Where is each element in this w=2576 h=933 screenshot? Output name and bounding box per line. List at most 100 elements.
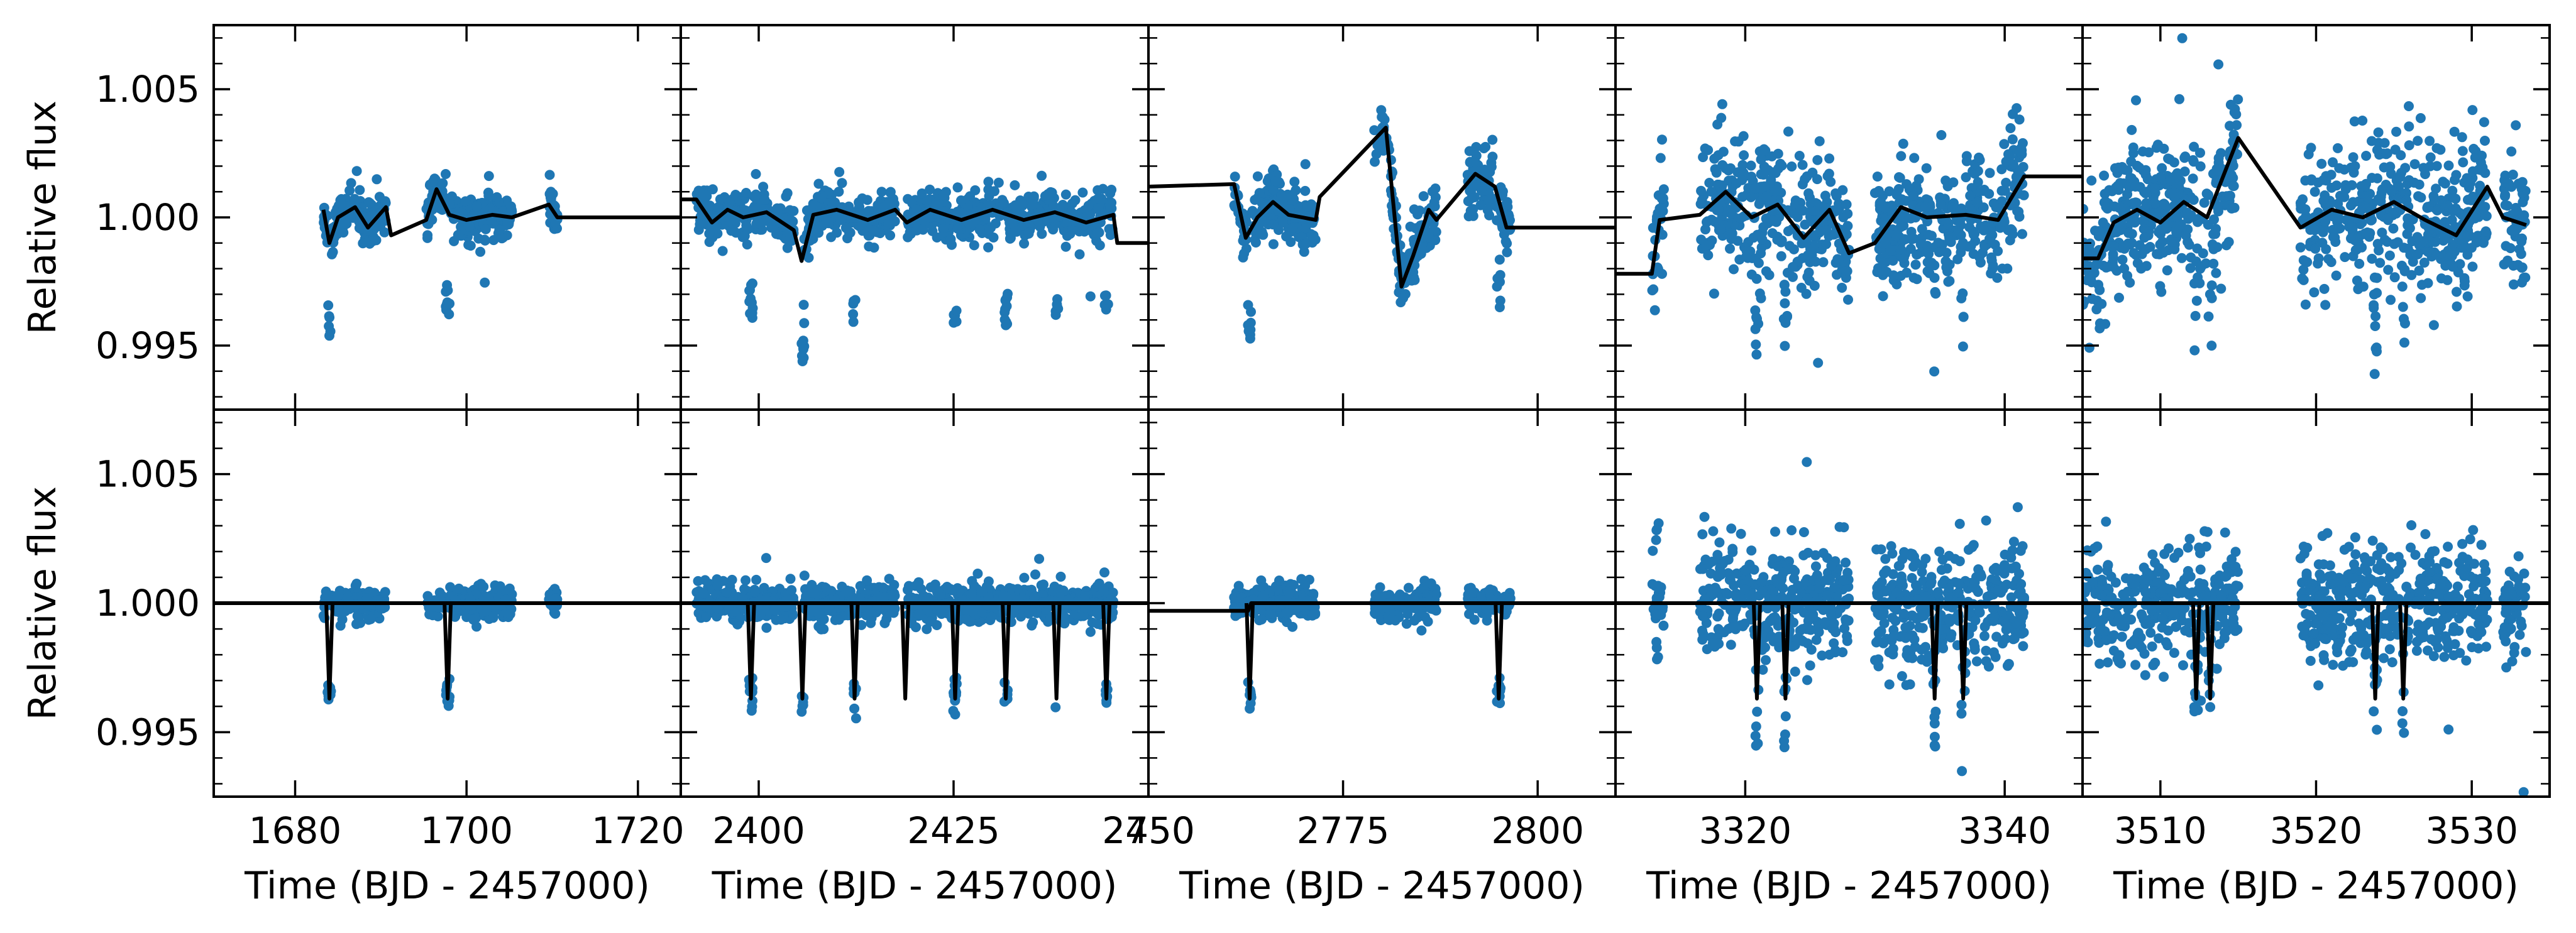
panel-r1-c4 bbox=[1614, 24, 2084, 411]
data-point bbox=[1894, 172, 1904, 182]
data-point bbox=[1800, 219, 1810, 230]
data-point bbox=[1030, 569, 1040, 580]
data-point bbox=[984, 191, 994, 202]
data-point bbox=[1803, 250, 1814, 261]
data-point bbox=[1978, 248, 1988, 258]
data-point bbox=[1786, 525, 1797, 535]
data-point bbox=[1736, 213, 1746, 224]
data-point bbox=[930, 579, 940, 590]
data-point bbox=[1768, 613, 1779, 623]
data-point bbox=[998, 591, 1009, 601]
plot-area bbox=[214, 579, 681, 711]
data-point bbox=[1841, 199, 1852, 210]
data-point bbox=[1941, 248, 1952, 258]
data-point bbox=[1651, 535, 1661, 545]
data-point bbox=[964, 218, 974, 229]
data-point bbox=[1838, 575, 1849, 586]
data-point bbox=[1947, 202, 1958, 213]
data-point bbox=[1471, 150, 1482, 161]
data-point bbox=[827, 200, 838, 210]
data-point bbox=[1837, 647, 1848, 658]
data-point bbox=[460, 196, 471, 207]
data-point bbox=[1495, 295, 1505, 306]
data-point bbox=[1081, 603, 1091, 613]
data-point bbox=[884, 198, 894, 209]
data-point bbox=[453, 229, 463, 240]
data-point bbox=[796, 706, 807, 717]
data-point bbox=[1729, 264, 1739, 275]
data-point bbox=[368, 236, 378, 246]
data-point bbox=[1878, 291, 1888, 302]
data-point bbox=[1258, 229, 1269, 240]
data-point bbox=[1106, 185, 1117, 195]
data-point bbox=[1403, 582, 1414, 593]
transit-dip bbox=[900, 603, 911, 701]
data-point bbox=[443, 701, 454, 711]
data-point bbox=[713, 603, 724, 614]
data-point bbox=[961, 614, 971, 625]
data-point bbox=[1504, 593, 1515, 604]
data-point bbox=[755, 609, 766, 619]
data-point bbox=[1714, 537, 1725, 548]
data-point bbox=[1650, 609, 1661, 619]
data-point bbox=[1010, 200, 1021, 210]
data-point bbox=[1902, 268, 1912, 278]
data-point bbox=[2017, 229, 2027, 239]
data-point bbox=[1712, 119, 1723, 130]
data-point bbox=[1055, 571, 1066, 582]
data-point bbox=[1099, 567, 1109, 578]
data-point bbox=[1274, 576, 1284, 586]
data-point bbox=[1727, 614, 1738, 625]
data-point bbox=[1924, 229, 1934, 240]
data-point bbox=[492, 192, 502, 202]
transit-dip bbox=[443, 603, 453, 701]
data-point bbox=[1842, 266, 1852, 276]
data-point bbox=[1060, 241, 1071, 252]
data-point bbox=[1944, 234, 1955, 244]
data-point bbox=[1920, 202, 1930, 212]
transit-dip bbox=[849, 603, 860, 701]
data-point bbox=[1028, 617, 1038, 628]
data-point bbox=[1929, 366, 1940, 377]
data-point bbox=[1788, 262, 1798, 272]
data-point bbox=[1077, 187, 1088, 198]
data-point bbox=[797, 356, 808, 366]
data-point bbox=[1744, 577, 1754, 587]
data-point bbox=[1943, 219, 1954, 230]
data-point bbox=[824, 603, 835, 613]
data-point bbox=[1494, 254, 1505, 265]
data-point bbox=[707, 184, 718, 195]
data-point bbox=[1296, 574, 1307, 584]
data-point bbox=[1398, 293, 1409, 303]
data-point bbox=[1953, 226, 1964, 236]
data-point bbox=[945, 234, 956, 244]
data-point bbox=[1717, 160, 1728, 170]
data-point bbox=[1894, 197, 1905, 208]
data-point bbox=[925, 616, 935, 627]
data-point bbox=[923, 592, 933, 603]
data-point bbox=[1930, 286, 1940, 297]
data-point bbox=[750, 587, 761, 597]
data-point bbox=[1476, 591, 1486, 601]
data-point bbox=[1736, 528, 1746, 539]
data-point bbox=[1761, 191, 1771, 202]
data-point bbox=[1001, 301, 1012, 312]
data-point bbox=[424, 609, 435, 619]
data-point bbox=[850, 713, 861, 724]
data-point bbox=[1394, 591, 1404, 602]
data-point bbox=[862, 195, 872, 205]
data-point bbox=[983, 242, 994, 253]
plot-area bbox=[319, 166, 681, 341]
data-point bbox=[1697, 635, 1708, 645]
data-point bbox=[815, 221, 825, 232]
data-point bbox=[355, 185, 365, 195]
data-point bbox=[837, 178, 847, 188]
data-point bbox=[1975, 257, 1986, 268]
data-point bbox=[1885, 245, 1896, 256]
data-point bbox=[840, 222, 851, 233]
data-point bbox=[1780, 298, 1790, 308]
data-point bbox=[1465, 205, 1476, 216]
data-point bbox=[1759, 181, 1770, 192]
data-point bbox=[1834, 521, 1845, 532]
data-point bbox=[1961, 151, 1972, 161]
